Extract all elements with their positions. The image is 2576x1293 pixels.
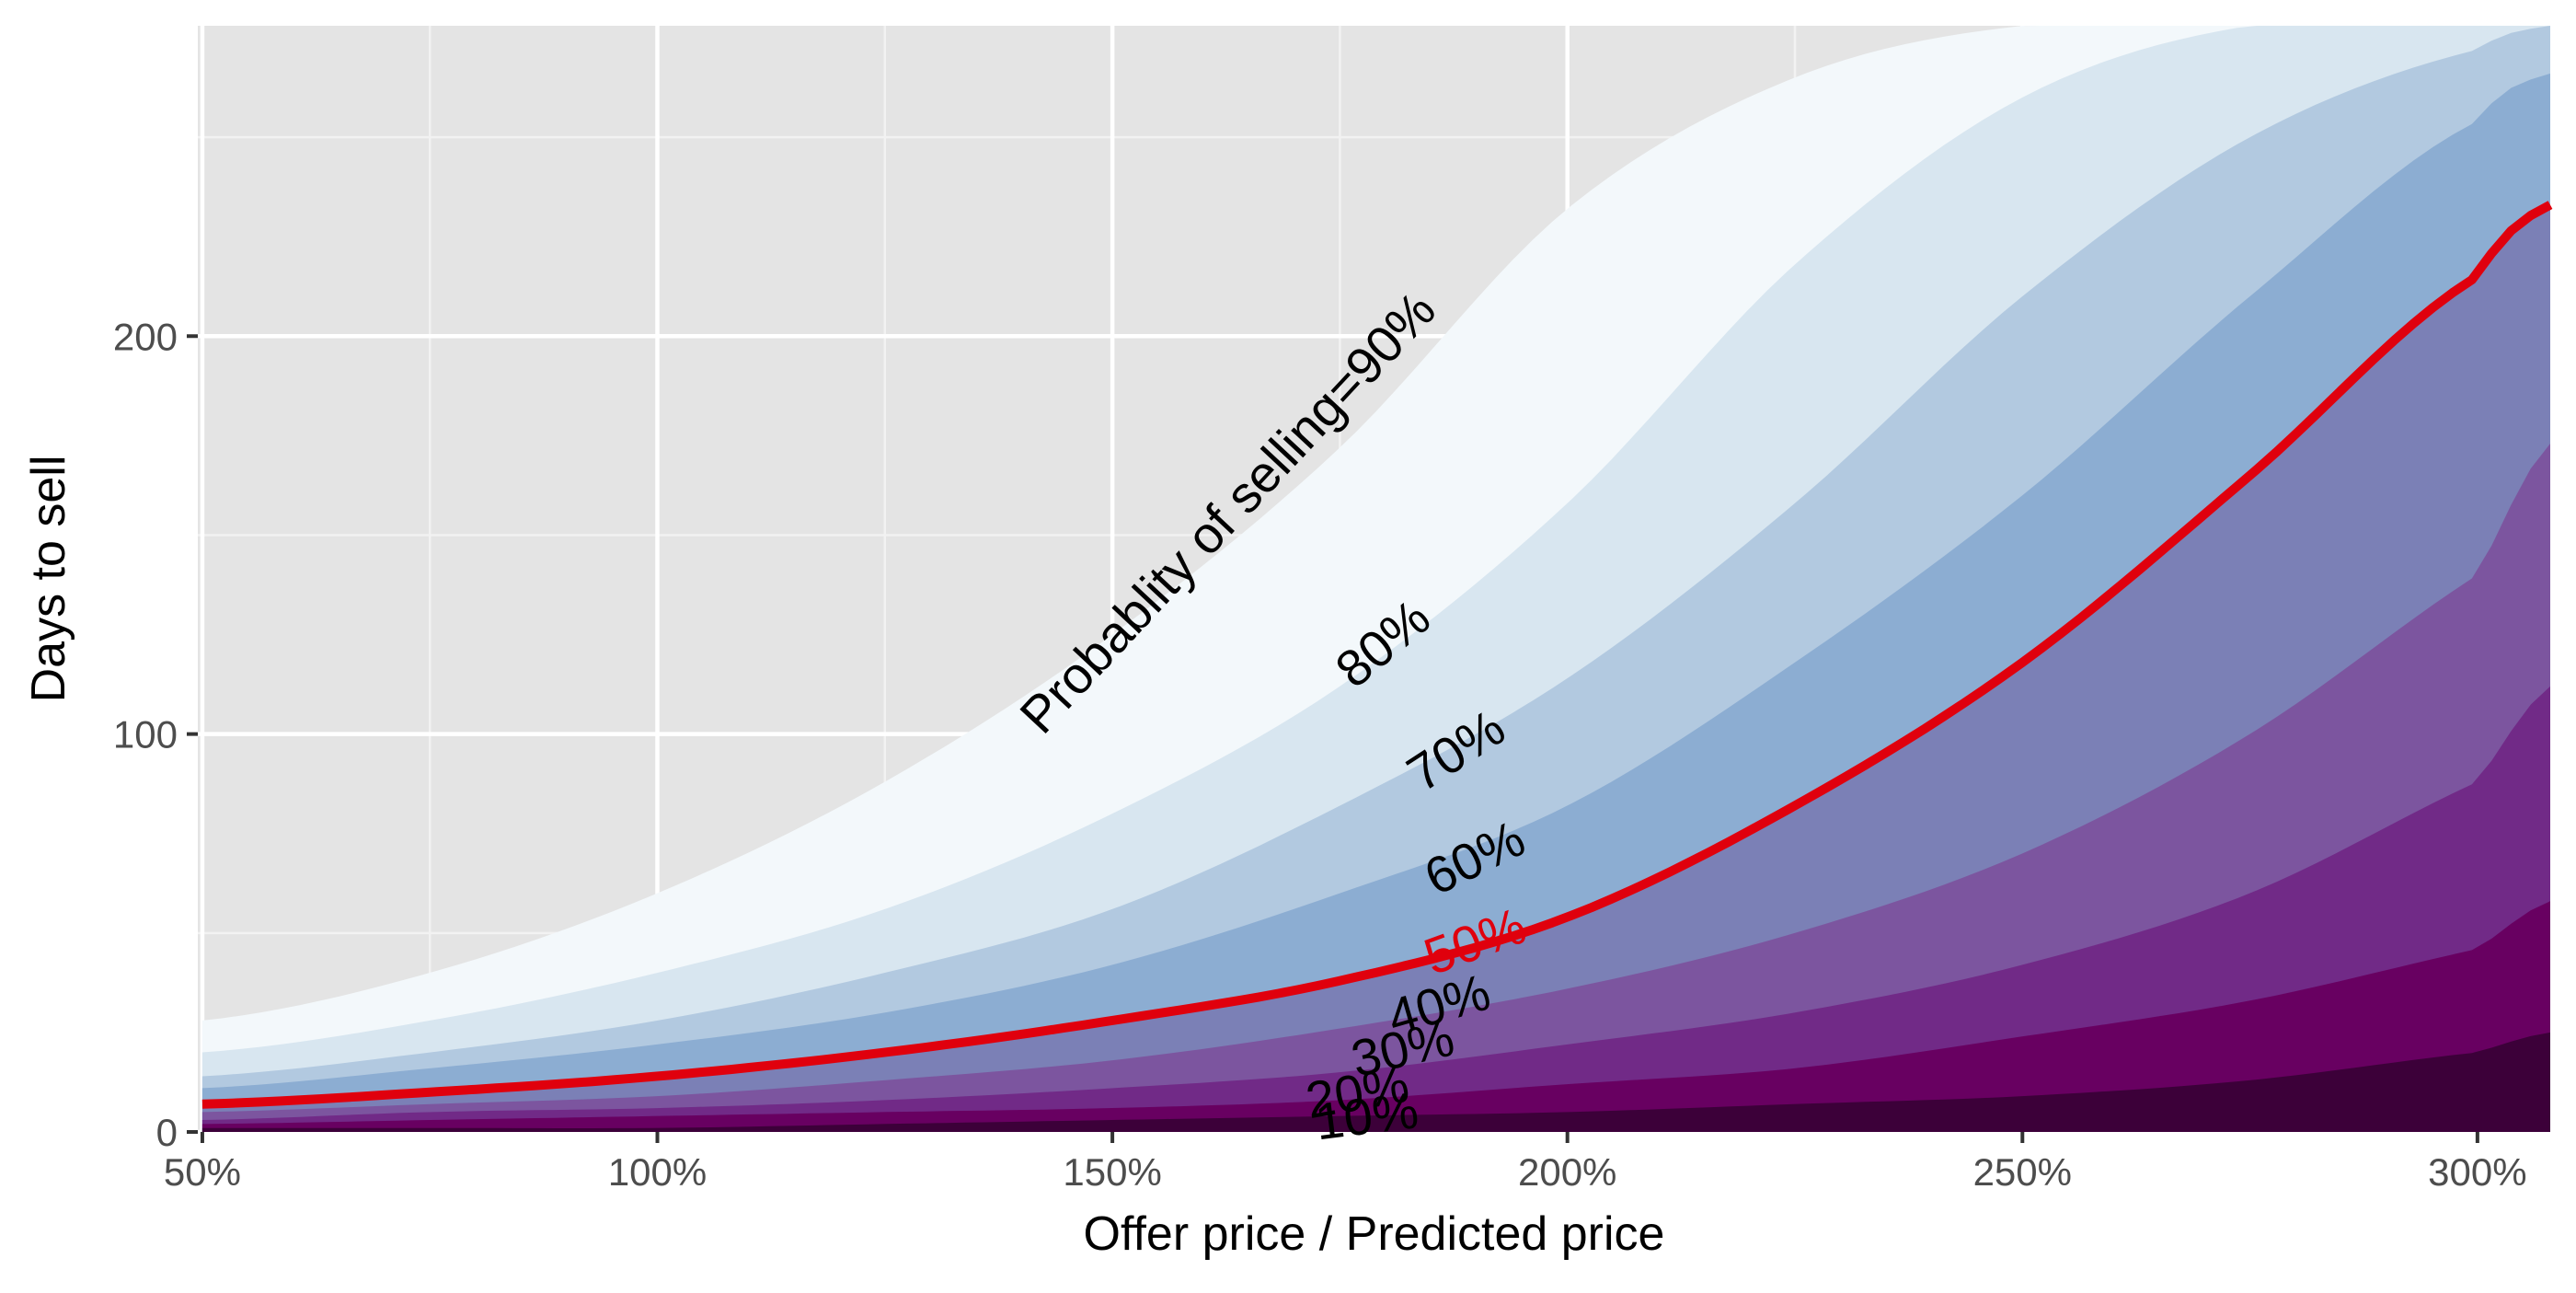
x-tick-label: 200% [1518, 1150, 1616, 1194]
x-tick-label: 150% [1063, 1150, 1161, 1194]
x-axis: 50% 100% 150% 200% 250% 300% [164, 1132, 2527, 1194]
probability-bands [201, 26, 2551, 1133]
x-axis-title: Offer price / Predicted price [1084, 1207, 1665, 1261]
y-tick-label: 0 [156, 1111, 178, 1154]
y-tick-label: 100 [113, 713, 178, 756]
x-tick-label: 50% [164, 1150, 241, 1194]
band-40pct [201, 444, 2551, 1132]
band-10pct [201, 1032, 2551, 1132]
band-20pct [201, 901, 2551, 1132]
median-line [201, 201, 2553, 1109]
y-tick-label: 200 [113, 315, 178, 358]
median-line-group [201, 201, 2553, 1109]
y-axis: 0 100 200 [113, 315, 198, 1154]
x-tick-label: 300% [2428, 1150, 2526, 1194]
y-axis-title: Days to sell [22, 456, 75, 703]
x-tick-label: 100% [608, 1150, 707, 1194]
band-30pct [201, 686, 2551, 1132]
x-tick-label: 250% [1973, 1150, 2072, 1194]
band-label-10pct: 10% [1312, 1080, 1421, 1150]
